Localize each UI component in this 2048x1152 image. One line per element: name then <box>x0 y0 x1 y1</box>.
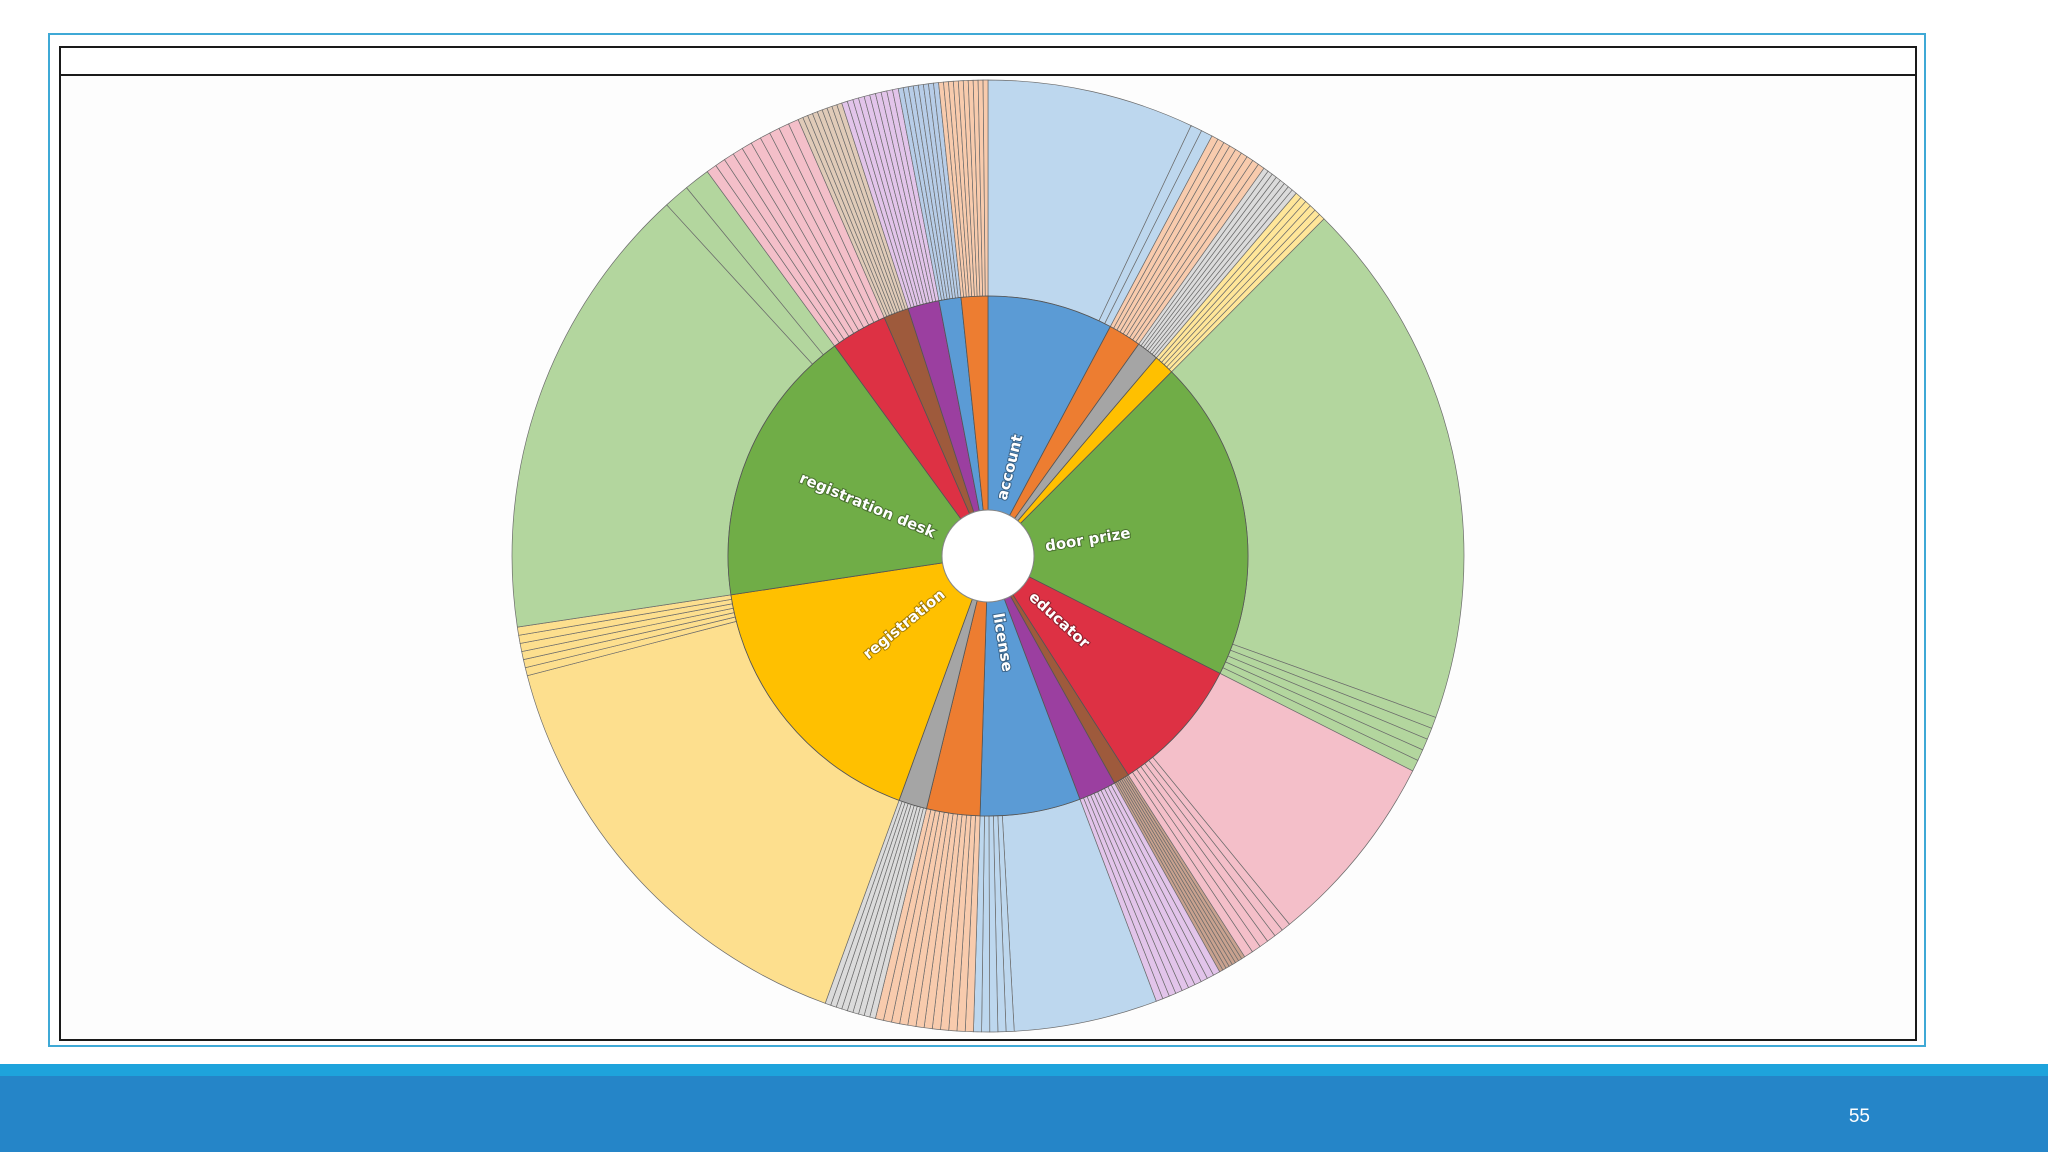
center-hole <box>941 509 1035 603</box>
page-number: 55 <box>1848 1106 1870 1127</box>
slide-content-frame <box>48 33 1926 1047</box>
footer-accent-bar <box>0 1064 2048 1076</box>
chart-title-bar <box>61 48 1915 76</box>
footer-bar <box>0 1076 2048 1152</box>
outer-ring <box>511 79 1465 1033</box>
inner-ring <box>727 295 1249 817</box>
